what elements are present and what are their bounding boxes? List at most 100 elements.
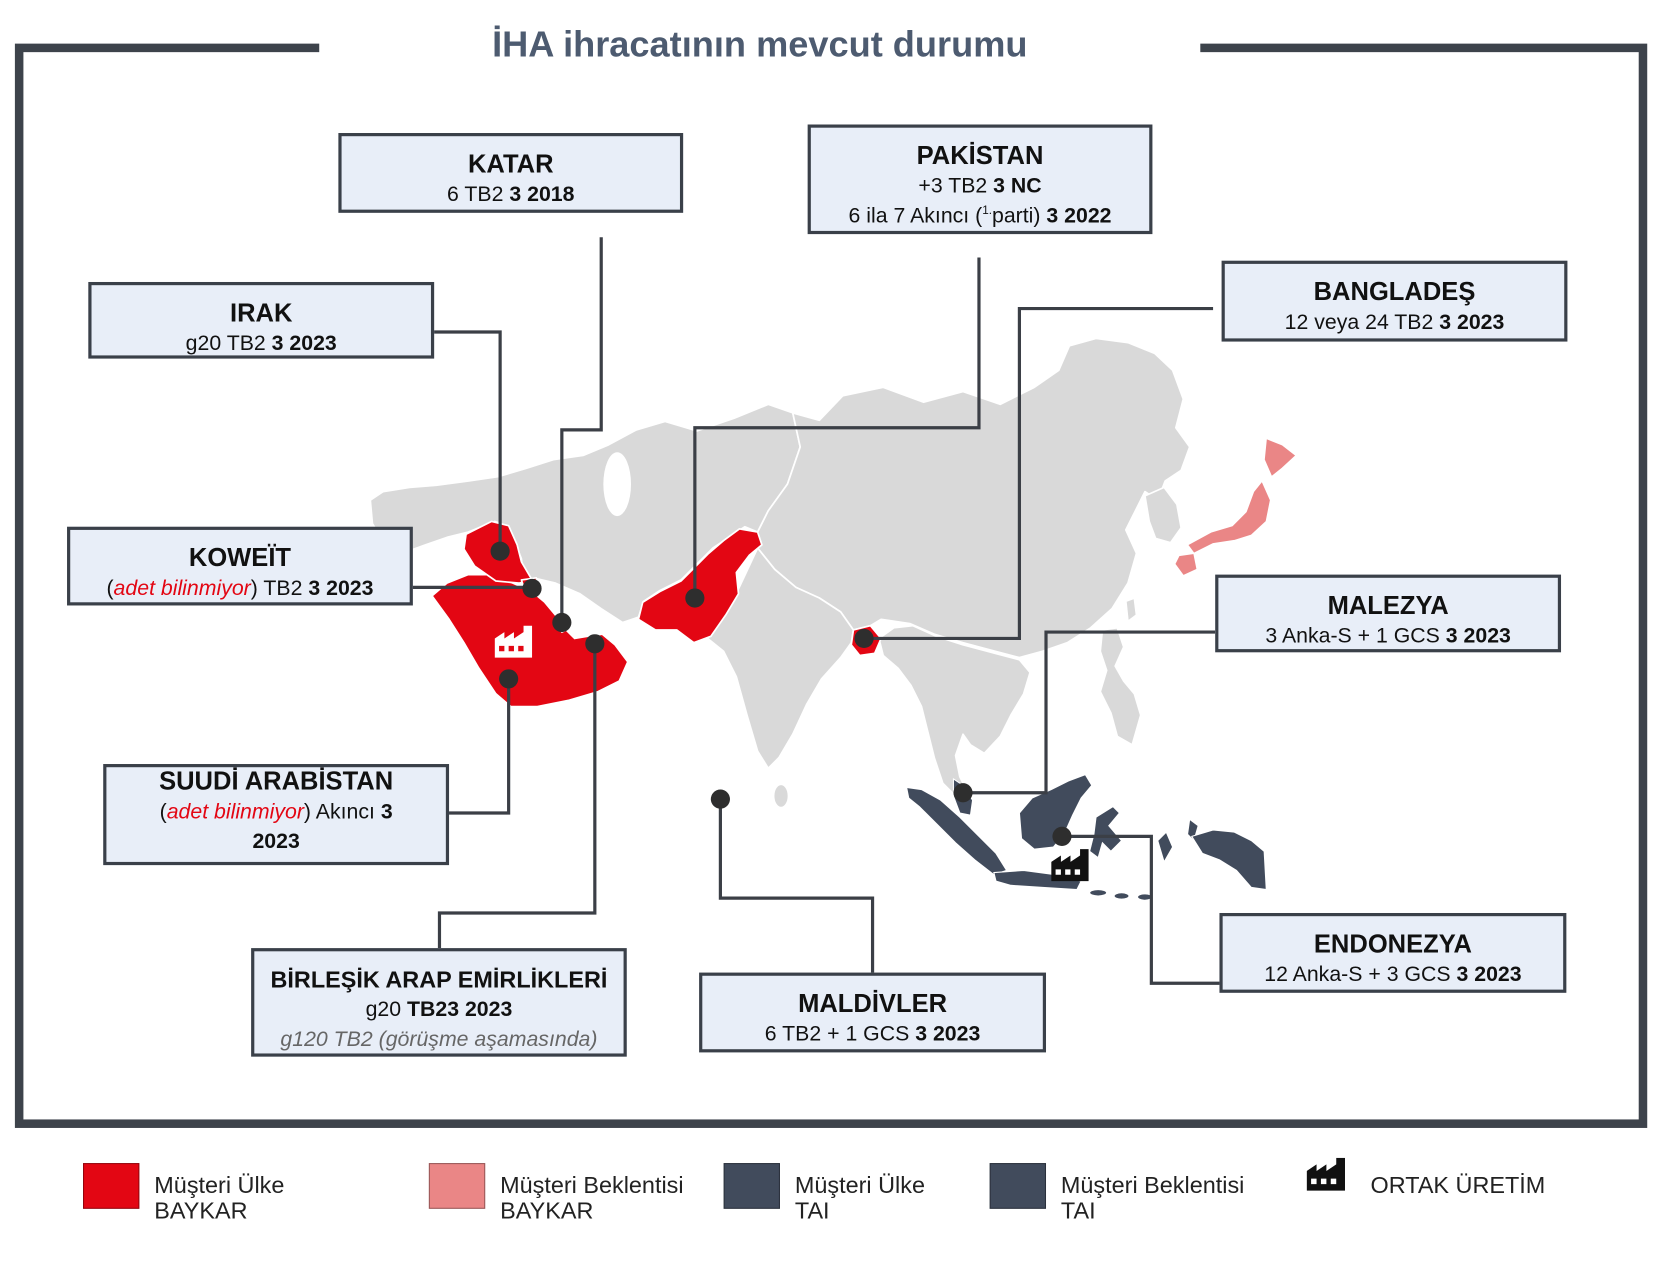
export-status: 3 NC bbox=[993, 174, 1042, 198]
unknown-quantity-note: adet bilinmiyor bbox=[113, 576, 251, 601]
export-status: 3 2022 bbox=[1046, 204, 1112, 228]
box-bae: BİRLEŞİK ARAP EMİRLİKLERİ g20 TB23 2023 … bbox=[251, 948, 627, 1057]
legend-label-tai-prospect: Müşteri Beklentisi TAI bbox=[1060, 1171, 1245, 1224]
legend-line: BAYKAR bbox=[154, 1197, 248, 1224]
map-japan-kyushu bbox=[1174, 552, 1198, 577]
legend-swatch-baykar-customer bbox=[82, 1163, 140, 1209]
unknown-quantity-note: adet bilinmiyor bbox=[166, 800, 304, 824]
legend-swatch-tai-prospect bbox=[989, 1163, 1047, 1209]
box-irak: IRAK g20 TB2 3 2023 bbox=[88, 281, 435, 359]
connector-line-katar bbox=[560, 237, 603, 623]
export-detail: ) Akıncı bbox=[303, 800, 375, 824]
connector-line-pakistan bbox=[693, 257, 981, 599]
box-banglades: BANGLADEŞ 12 veya 24 TB2 3 2023 bbox=[1221, 260, 1568, 342]
country-name: BİRLEŞİK ARAP EMİRLİKLERİ bbox=[270, 966, 608, 993]
legend-swatch-baykar-prospect bbox=[428, 1163, 486, 1209]
export-detail: ) TB2 bbox=[250, 576, 303, 601]
connector-line-irak bbox=[433, 330, 502, 552]
country-name: SUUDİ ARABİSTAN bbox=[159, 767, 394, 796]
export-detail: parti) bbox=[992, 204, 1041, 228]
export-status: 3 2023 bbox=[271, 331, 337, 356]
legend-label-baykar-prospect: Müşteri Beklentisi BAYKAR bbox=[500, 1171, 684, 1224]
location-dot-banglades bbox=[854, 628, 874, 649]
connector-line-banglades bbox=[864, 306, 1214, 641]
export-status: 3 2023 bbox=[1439, 310, 1505, 335]
export-status: 3 2023 bbox=[308, 576, 374, 601]
map-island bbox=[1089, 889, 1108, 897]
export-status: 2023 bbox=[252, 829, 300, 854]
negotiation-note: g120 TB2 (görüşme aşamasında) bbox=[280, 1027, 598, 1052]
map-southeast-asia bbox=[878, 624, 1031, 797]
map-java bbox=[993, 869, 1082, 891]
factory-icon bbox=[1306, 1157, 1345, 1191]
legend-line: TAI bbox=[794, 1197, 830, 1224]
factory-icon-shape bbox=[1306, 1157, 1345, 1191]
export-line: 2023 bbox=[106, 827, 445, 857]
export-line: g20 TB2 3 2023 bbox=[92, 329, 431, 359]
connector-line-maldivler bbox=[718, 799, 875, 973]
legend-line: Müşteri Ülke bbox=[794, 1171, 925, 1199]
connector-line-bae bbox=[437, 643, 597, 949]
legend-label-baykar-customer: Müşteri Ülke BAYKAR bbox=[154, 1171, 285, 1224]
batch-superscript: 1. bbox=[982, 204, 993, 218]
export-line: +3 TB2 3 NC bbox=[811, 171, 1149, 201]
export-detail: 12 Anka-S + 3 GCS bbox=[1264, 963, 1451, 987]
legend-label-tai-customer: Müşteri Ülke TAI bbox=[794, 1171, 925, 1224]
export-line: 12 veya 24 TB2 3 2023 bbox=[1225, 308, 1564, 338]
export-line: 12 Anka-S + 3 GCS 3 2023 bbox=[1223, 960, 1564, 990]
legend-label-joint-production: ORTAK ÜRETİM bbox=[1370, 1171, 1546, 1199]
map-island bbox=[1113, 892, 1130, 900]
export-line: 3 Anka-S + 1 GCS 3 2023 bbox=[1218, 621, 1557, 651]
export-detail: g20 bbox=[365, 998, 402, 1022]
export-detail: g20 TB2 bbox=[185, 331, 266, 356]
paren-open: ( bbox=[106, 576, 114, 601]
location-dot-maldivler bbox=[710, 789, 730, 809]
legend-line: TAI bbox=[1060, 1197, 1096, 1224]
export-line: (adet bilinmiyor) TB2 3 2023 bbox=[70, 574, 409, 604]
map-sulawesi bbox=[1089, 805, 1123, 859]
map-taiwan bbox=[1124, 597, 1138, 623]
country-name: KATAR bbox=[467, 150, 554, 179]
paren-open: ( bbox=[159, 800, 167, 824]
export-detail: 6 TB2 + 1 GCS bbox=[764, 1022, 910, 1047]
location-dot-koweit bbox=[522, 578, 542, 599]
legend-line: Müşteri Ülke bbox=[154, 1171, 285, 1199]
location-dot-suudi bbox=[499, 669, 519, 689]
export-status: 3 2023 bbox=[1456, 963, 1522, 987]
box-maldivler: MALDİVLER 6 TB2 + 1 GCS 3 2023 bbox=[699, 972, 1047, 1053]
map-maluku bbox=[1157, 831, 1174, 864]
export-status: 3 2023 bbox=[915, 1022, 981, 1047]
country-name: MALDİVLER bbox=[798, 989, 948, 1019]
map-sri-lanka bbox=[772, 783, 790, 809]
export-line: 6 ila 7 Akıncı (1.parti) 3 2022 bbox=[811, 201, 1149, 231]
export-detail: 3 Anka-S + 1 GCS bbox=[1265, 624, 1440, 649]
legend-swatch-tai-customer bbox=[723, 1163, 780, 1209]
connector-line-suudi bbox=[447, 678, 511, 815]
legend-line: Müşteri Beklentisi bbox=[500, 1171, 684, 1199]
export-line: (adet bilinmiyor) Akıncı 3 bbox=[106, 797, 445, 827]
legend-line: BAYKAR bbox=[500, 1197, 594, 1224]
title-bar: İHA ihracatının mevcut durumu bbox=[319, 21, 1201, 69]
country-name: BANGLADEŞ bbox=[1313, 277, 1476, 307]
export-status: 3 2018 bbox=[509, 183, 575, 207]
factory-icon bbox=[1051, 849, 1089, 882]
location-dot-malezya bbox=[953, 783, 973, 803]
location-dot-irak bbox=[490, 541, 510, 561]
location-dot-bae bbox=[585, 634, 605, 654]
location-dot-pakistan bbox=[685, 588, 705, 608]
box-malezya: MALEZYA 3 Anka-S + 1 GCS 3 2023 bbox=[1215, 574, 1562, 653]
map-borneo bbox=[1018, 774, 1093, 850]
map-japan-honshu bbox=[1186, 479, 1272, 555]
location-dot-endonezya bbox=[1052, 826, 1072, 846]
location-dot-katar bbox=[552, 612, 572, 633]
map-korea bbox=[1144, 486, 1183, 544]
legend-line: Müşteri Beklentisi bbox=[1060, 1171, 1245, 1199]
map-japan-hokkaido bbox=[1263, 437, 1298, 478]
country-name: IRAK bbox=[230, 299, 293, 328]
map-caspian-sea bbox=[603, 452, 632, 517]
export-line: 6 TB2 3 2018 bbox=[342, 180, 680, 210]
country-name: MALEZYA bbox=[1327, 591, 1449, 621]
factory-icon bbox=[494, 625, 533, 658]
